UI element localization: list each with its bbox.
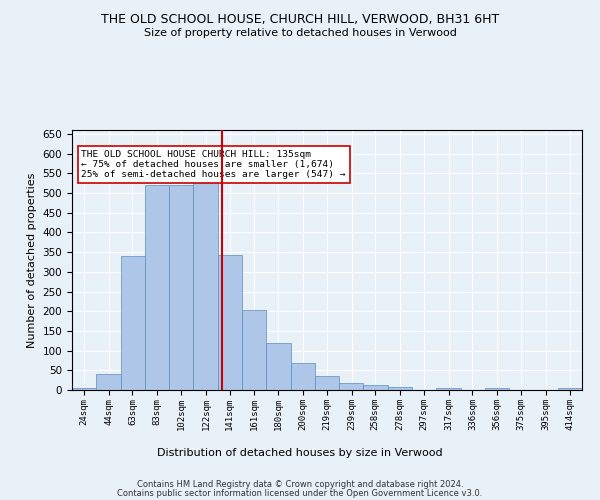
Bar <box>290 363 315 390</box>
Bar <box>193 179 218 390</box>
Text: THE OLD SCHOOL HOUSE CHURCH HILL: 135sqm
← 75% of detached houses are smaller (1: THE OLD SCHOOL HOUSE CHURCH HILL: 135sqm… <box>82 150 346 180</box>
Bar <box>558 388 582 390</box>
Bar <box>266 342 290 390</box>
Text: Contains public sector information licensed under the Open Government Licence v3: Contains public sector information licen… <box>118 489 482 498</box>
Y-axis label: Number of detached properties: Number of detached properties <box>27 172 37 348</box>
Bar <box>485 388 509 390</box>
Bar <box>315 376 339 390</box>
Bar <box>339 382 364 390</box>
Bar <box>72 388 96 390</box>
Text: Size of property relative to detached houses in Verwood: Size of property relative to detached ho… <box>143 28 457 38</box>
Text: Distribution of detached houses by size in Verwood: Distribution of detached houses by size … <box>157 448 443 458</box>
Bar <box>388 387 412 390</box>
Bar <box>121 256 145 390</box>
Bar <box>436 388 461 390</box>
Bar <box>218 255 242 390</box>
Bar <box>169 185 193 390</box>
Text: THE OLD SCHOOL HOUSE, CHURCH HILL, VERWOOD, BH31 6HT: THE OLD SCHOOL HOUSE, CHURCH HILL, VERWO… <box>101 12 499 26</box>
Bar <box>364 385 388 390</box>
Bar <box>145 185 169 390</box>
Text: Contains HM Land Registry data © Crown copyright and database right 2024.: Contains HM Land Registry data © Crown c… <box>137 480 463 489</box>
Bar <box>96 374 121 390</box>
Bar <box>242 310 266 390</box>
